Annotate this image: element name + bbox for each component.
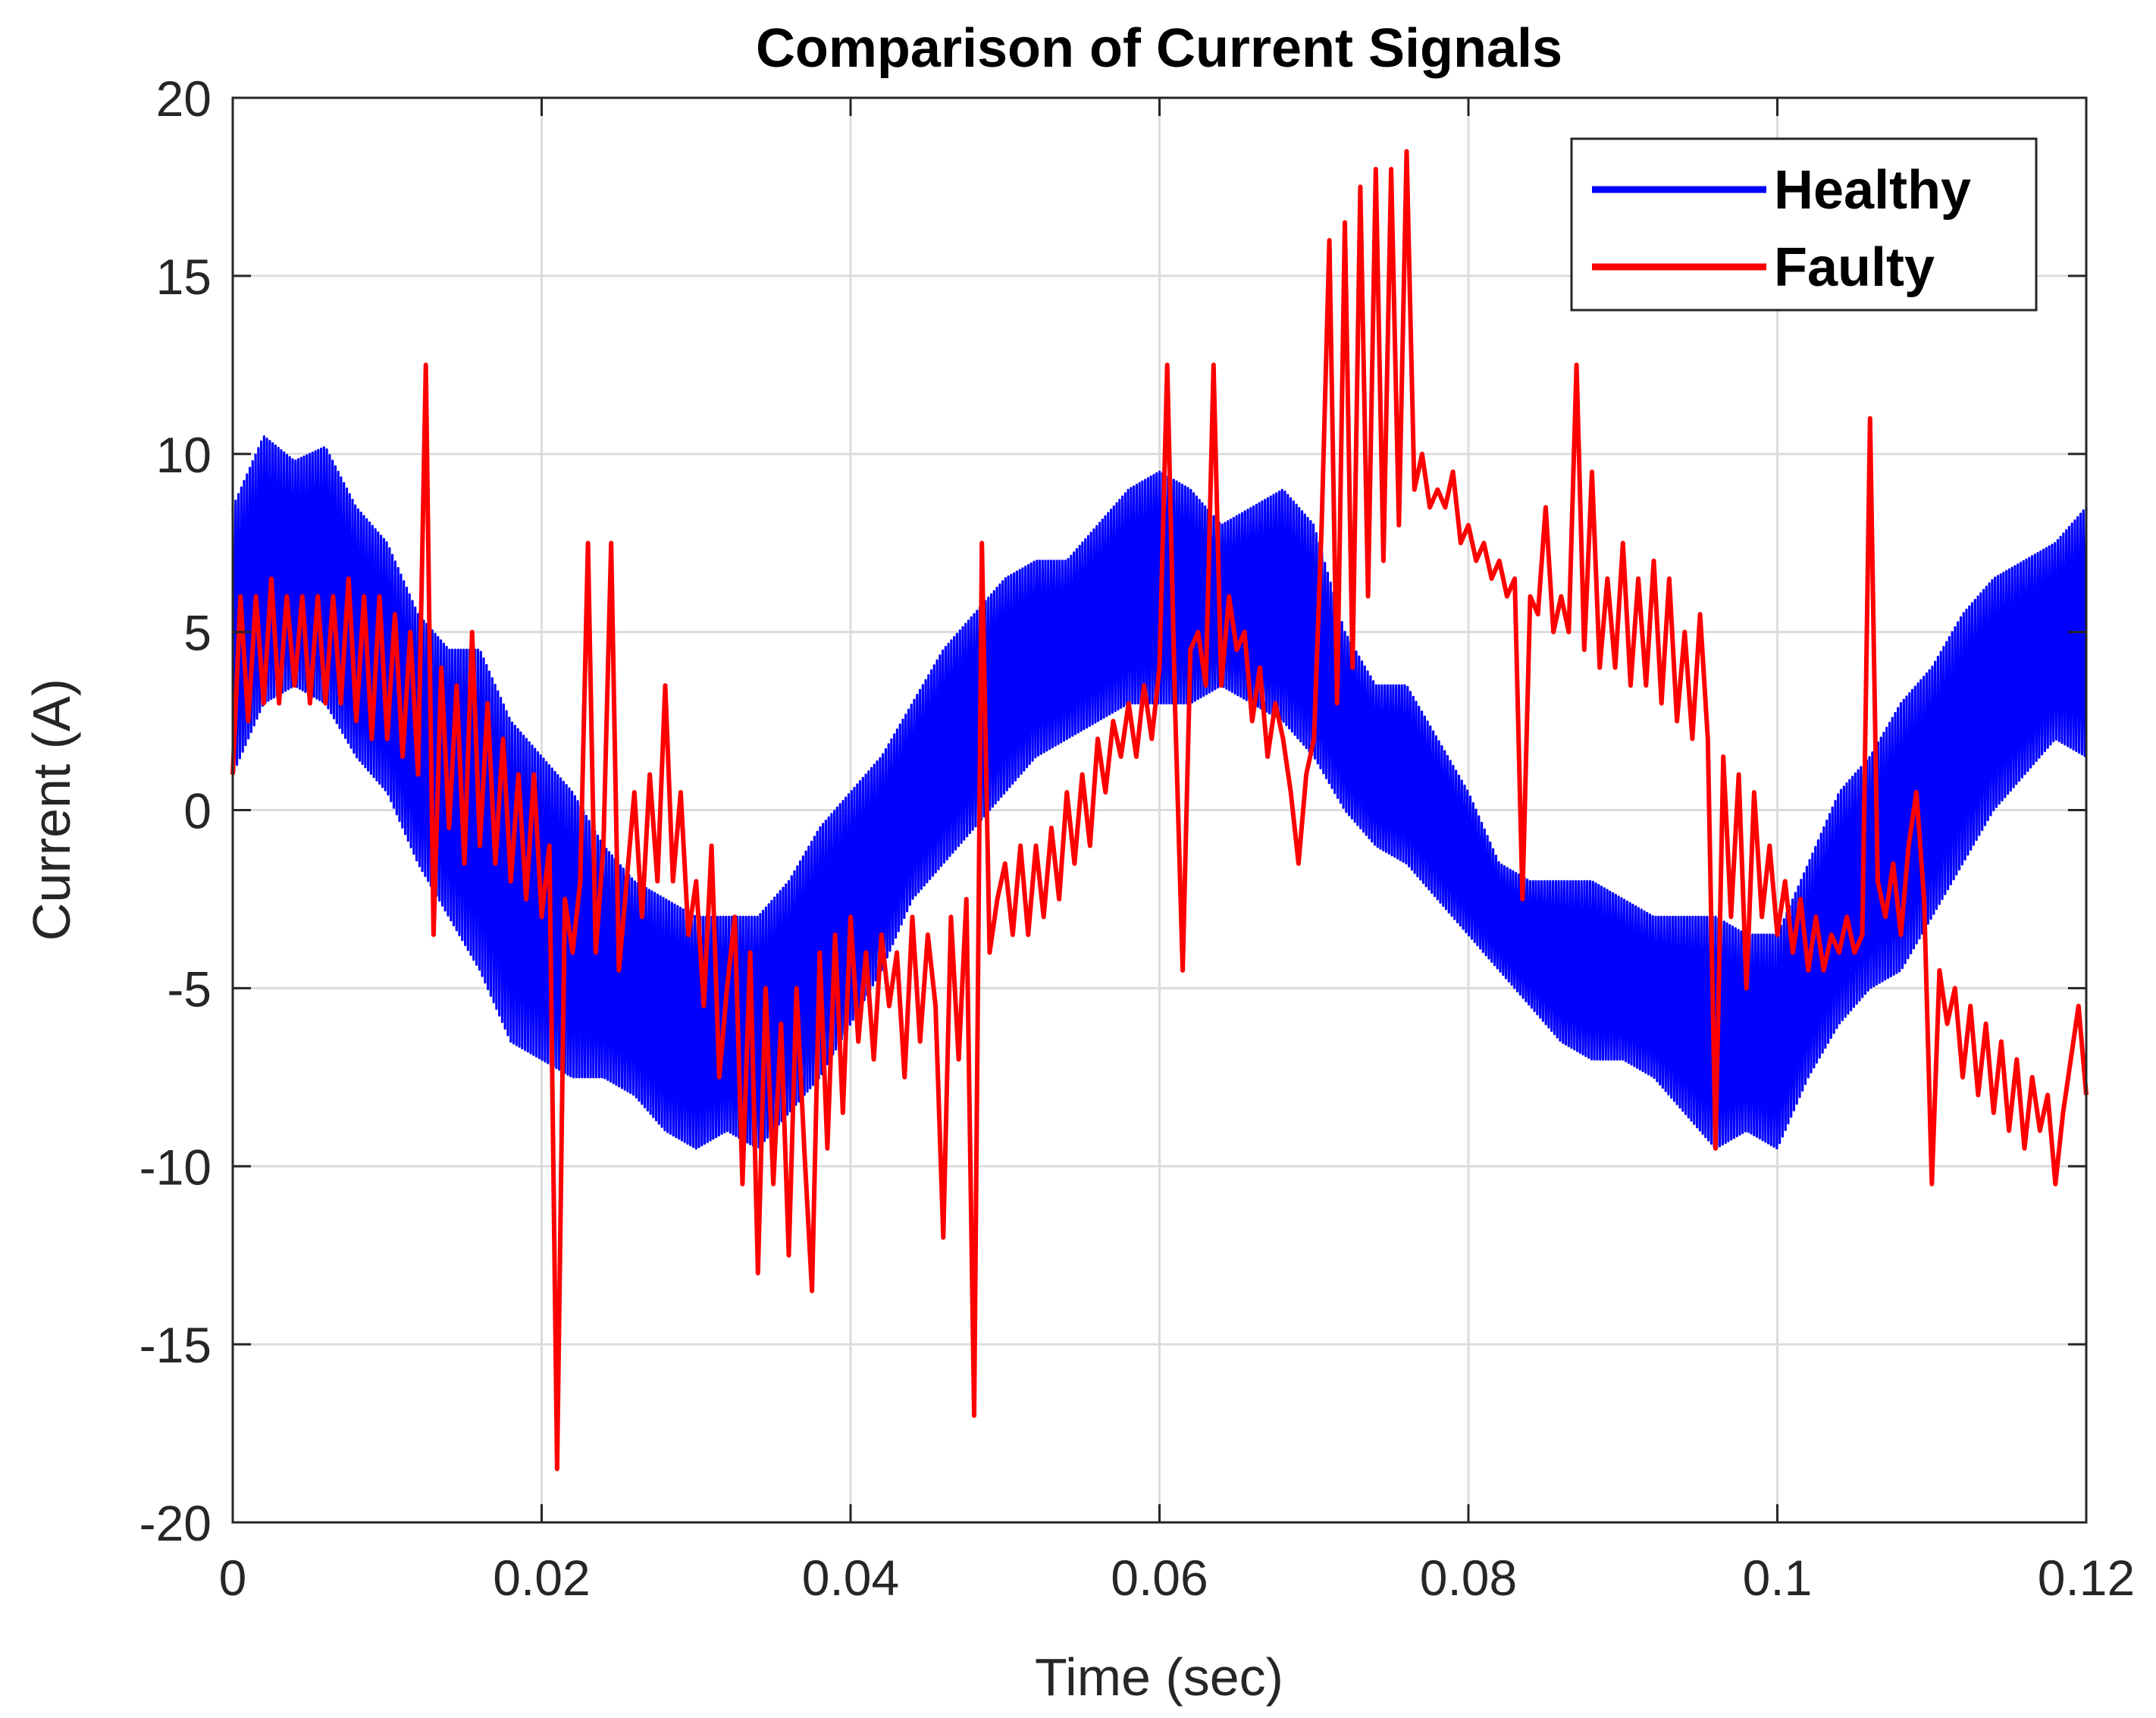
x-axis-label: Time (sec)	[1035, 1647, 1283, 1707]
y-tick-label: 20	[156, 71, 212, 127]
axis-ticks: 0 0.02 0.04 0.06 0.08 0.1 0.12 -20 -15 -10 -5 0 5 10 1…	[139, 71, 2136, 1606]
series-line-healthy	[231, 435, 2088, 1150]
series-line-faulty	[230, 149, 2089, 1472]
y-tick-label: -15	[139, 1317, 212, 1373]
x-tick-label: 0.06	[1111, 1550, 1208, 1606]
y-tick-label: 15	[156, 249, 212, 305]
y-tick-label: -5	[167, 961, 212, 1017]
y-tick-label: -20	[139, 1495, 212, 1551]
legend-label-healthy: Healthy	[1774, 160, 1971, 221]
x-tick-label: 0.12	[2038, 1550, 2135, 1606]
y-axis-label: Current (A)	[22, 679, 81, 941]
x-tick-label: 0.08	[1420, 1550, 1517, 1606]
x-tick-label: 0	[219, 1550, 247, 1606]
data-series	[230, 149, 2089, 1472]
legend: Healthy Faulty	[1570, 137, 2038, 312]
y-tick-label: -10	[139, 1139, 212, 1195]
y-tick-label: 0	[183, 783, 212, 839]
x-tick-label: 0.02	[493, 1550, 590, 1606]
legend-box	[1570, 137, 2038, 312]
y-tick-label: 10	[156, 427, 212, 483]
chart-title: Comparison of Current Signals	[756, 18, 1562, 79]
y-tick-label: 5	[183, 605, 212, 661]
x-tick-label: 0.04	[802, 1550, 899, 1606]
x-tick-label: 0.1	[1743, 1550, 1813, 1606]
legend-label-faulty: Faulty	[1774, 237, 1935, 298]
